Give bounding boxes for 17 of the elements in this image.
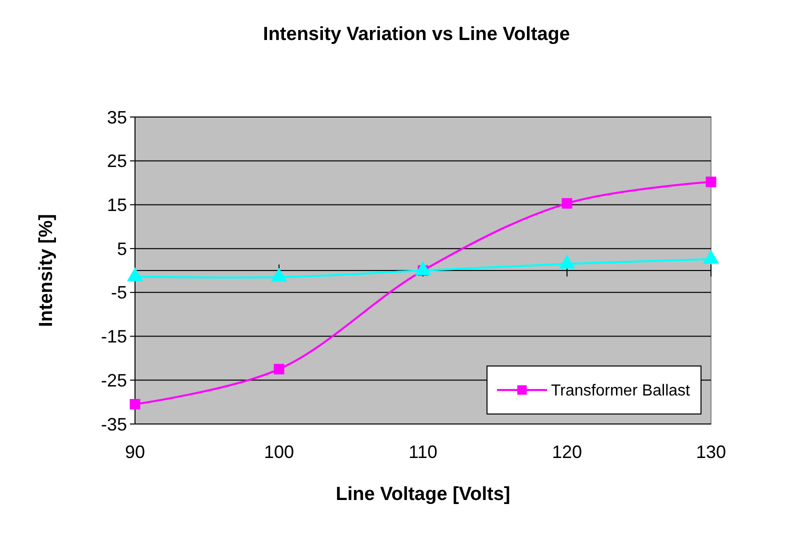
chart-title: Intensity Variation vs Line Voltage xyxy=(263,24,570,45)
y-tick-label: -5 xyxy=(110,282,127,303)
y-tick-label: -15 xyxy=(100,326,127,347)
y-tick-label: 5 xyxy=(116,238,127,259)
x-tick-label: 100 xyxy=(264,442,294,462)
y-tick-label: -25 xyxy=(100,370,127,390)
y-tick-label: -35 xyxy=(100,414,127,434)
x-tick-label: 110 xyxy=(408,442,438,462)
x-tick-label: 120 xyxy=(552,442,582,462)
y-axis-title: Intensity [%] xyxy=(36,214,57,327)
y-tick-label: 35 xyxy=(106,107,127,128)
y-tick-label: 15 xyxy=(106,195,127,216)
x-axis-title: Line Voltage [Volts] xyxy=(336,484,510,505)
y-tick-label: 25 xyxy=(106,151,127,172)
x-tick-label: 130 xyxy=(696,442,726,462)
legend-label: Transformer Ballast xyxy=(551,382,691,400)
x-tick-label: 90 xyxy=(124,442,146,462)
